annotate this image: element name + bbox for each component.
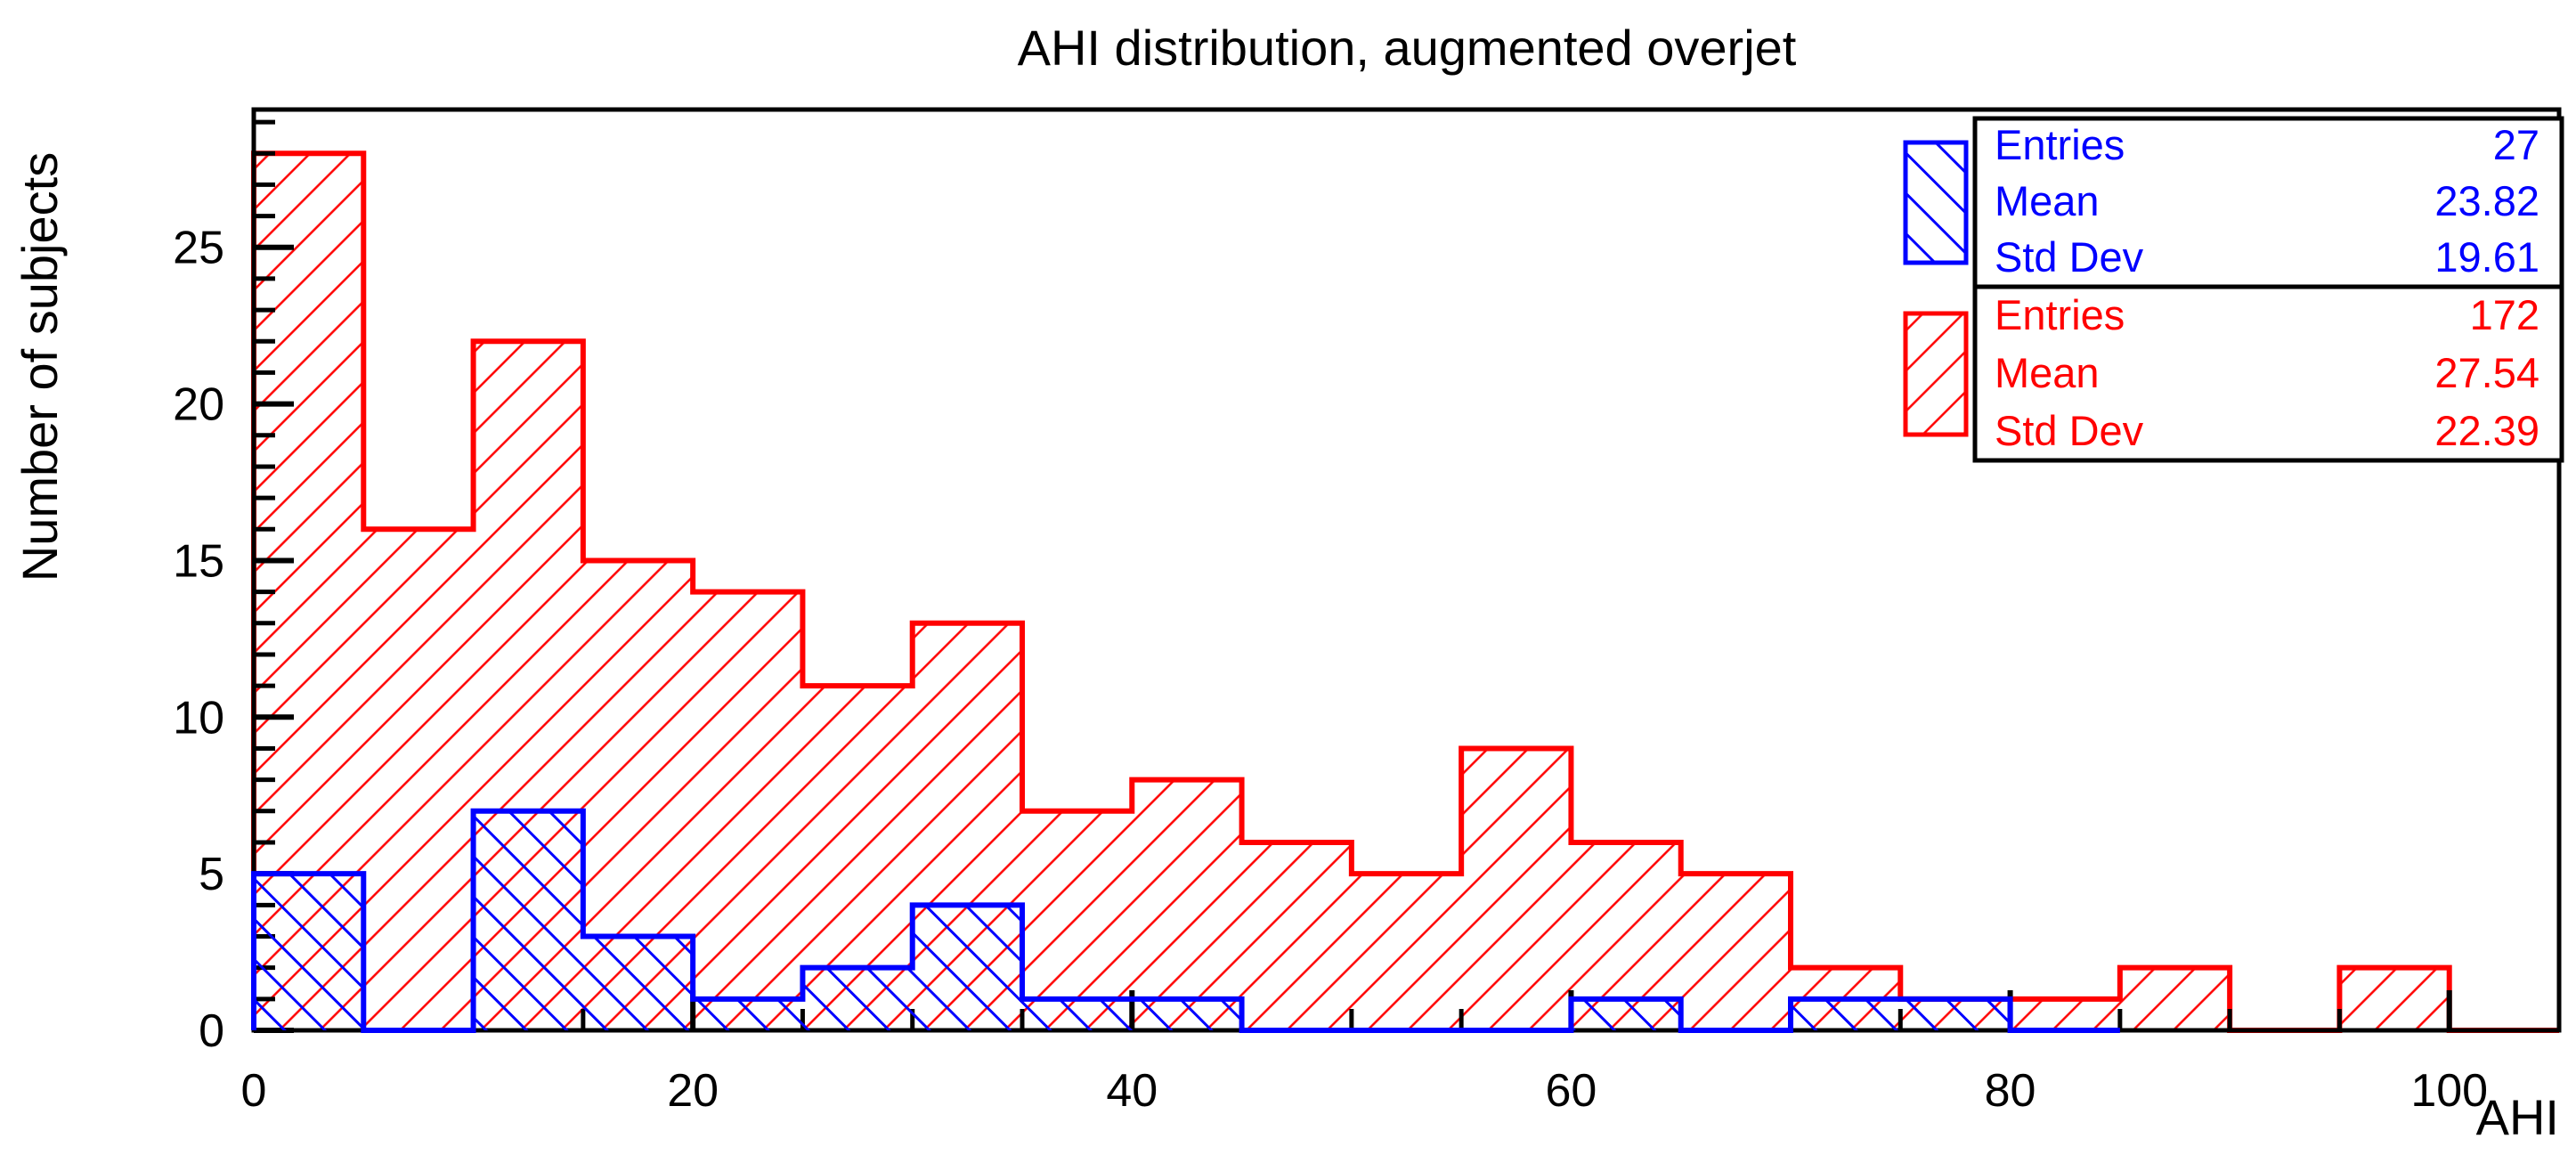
stat-value-blue-entries: 27 bbox=[2493, 121, 2539, 168]
y-tick-label: 15 bbox=[173, 535, 224, 587]
y-tick-label: 0 bbox=[199, 1005, 224, 1057]
y-tick-label: 10 bbox=[173, 692, 224, 744]
stat-value-red-std-dev: 22.39 bbox=[2434, 407, 2539, 454]
x-tick-label: 40 bbox=[1106, 1065, 1158, 1117]
y-tick-label: 5 bbox=[199, 849, 224, 900]
stat-box-red bbox=[1972, 284, 2564, 463]
stat-label-blue-std-dev: Std Dev bbox=[1995, 233, 2144, 281]
stat-label-blue-entries: Entries bbox=[1995, 121, 2125, 168]
stat-value-red-mean: 27.54 bbox=[2434, 349, 2539, 396]
red-histogram-fill bbox=[254, 153, 2559, 1030]
x-tick-label: 100 bbox=[2410, 1065, 2488, 1117]
stat-value-blue-std-dev: 19.61 bbox=[2434, 233, 2539, 281]
stat-label-red-entries: Entries bbox=[1995, 291, 2125, 338]
blue-histogram-fill bbox=[254, 810, 2120, 1030]
x-tick-label: 20 bbox=[667, 1065, 719, 1117]
legend-swatch-blue bbox=[1903, 140, 1969, 265]
stat-boxes-layer: Entries 27 Mean 23.82 Std Dev 19.61 Entries 172… bbox=[1903, 116, 2564, 463]
y-tick-label: 20 bbox=[173, 379, 224, 431]
blue-histogram-layer bbox=[251, 808, 2120, 1033]
stat-label-red-mean: Mean bbox=[1995, 349, 2100, 396]
stat-label-blue-mean: Mean bbox=[1995, 177, 2100, 224]
red-histogram-layer bbox=[251, 150, 2559, 1033]
red-histogram-outline bbox=[251, 150, 2559, 1033]
chart-title: AHI distribution, augmented overjet bbox=[1018, 20, 1797, 76]
stat-label-red-std-dev: Std Dev bbox=[1995, 407, 2144, 454]
axes-layer: 0 5 10 15 20 25 0 20 40 60 80 100 bbox=[173, 107, 2562, 1117]
y-tick-label: 25 bbox=[173, 223, 224, 274]
x-tick-label: 60 bbox=[1546, 1065, 1597, 1117]
stat-value-blue-mean: 23.82 bbox=[2434, 177, 2539, 224]
x-tick-label: 0 bbox=[241, 1065, 267, 1117]
stat-value-red-entries: 172 bbox=[2470, 291, 2539, 338]
legend-swatch-red bbox=[1903, 311, 1969, 437]
x-axis-title: AHI bbox=[2476, 1089, 2559, 1145]
stat-box-blue bbox=[1972, 116, 2564, 289]
y-axis-title: Number of subjects bbox=[12, 152, 68, 582]
x-tick-label: 80 bbox=[1985, 1065, 2036, 1117]
blue-histogram-outline bbox=[251, 808, 2120, 1033]
